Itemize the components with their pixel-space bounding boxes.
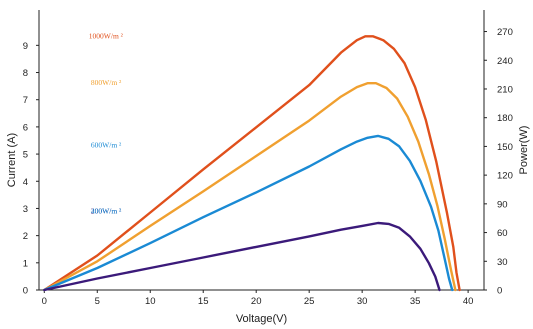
- right-y-axis-title: Power(W): [518, 126, 530, 175]
- left-y-tick-label: 2: [23, 231, 28, 242]
- left-y-axis-title: Current (A): [6, 133, 18, 187]
- left-y-tick-label: 3: [23, 204, 28, 215]
- series-label: 200W/m ²: [91, 206, 122, 215]
- series-label: 800W/m ²: [91, 78, 122, 87]
- left-y-tick-label: 0: [23, 286, 28, 297]
- series-lines: [43, 35, 461, 292]
- series-line: [43, 82, 457, 292]
- x-tick-label: 0: [42, 296, 47, 307]
- left-y-tick-label: 9: [23, 41, 28, 52]
- right-y-tick-label: 120: [497, 171, 513, 182]
- right-y-tick-label: 150: [497, 142, 513, 153]
- right-y-tick-label: 180: [497, 113, 513, 124]
- left-y-tick-label: 5: [23, 150, 28, 161]
- right-y-tick-label: 0: [497, 286, 502, 297]
- series-label: 400W/m ²: [91, 206, 122, 215]
- left-y-tick-label: 8: [23, 68, 28, 79]
- left-y-tick-label: 7: [23, 95, 28, 106]
- right-y-tick-label: 210: [497, 84, 513, 95]
- x-tick-label: 15: [198, 296, 209, 307]
- x-tick-label: 35: [410, 296, 421, 307]
- series-line: [43, 134, 454, 292]
- x-tick-label: 25: [304, 296, 315, 307]
- x-tick-label: 5: [95, 296, 100, 307]
- x-tick-label: 40: [463, 296, 474, 307]
- series-label: 600W/m ²: [91, 140, 122, 149]
- right-y-tick-label: 30: [497, 257, 508, 268]
- left-y-tick-label: 1: [23, 258, 28, 269]
- left-y-tick-label: 4: [23, 177, 28, 188]
- x-tick-label: 30: [357, 296, 368, 307]
- x-axis-title: Voltage(V): [236, 313, 287, 325]
- x-tick-label: 20: [251, 296, 262, 307]
- series-labels: 1000W/m ² 800W/m ² 600W/m ² 200W/m ²400W/m …: [89, 32, 124, 216]
- left-y-tick-label: 6: [23, 122, 28, 133]
- right-y-tick-label: 270: [497, 27, 513, 38]
- series-line: [43, 221, 441, 292]
- series-label: 1000W/m ²: [89, 32, 124, 41]
- axes: [38, 10, 485, 291]
- right-y-tick-label: 60: [497, 228, 508, 239]
- x-tick-label: 10: [145, 296, 156, 307]
- series-line: [43, 35, 461, 292]
- right-y-tick-label: 90: [497, 199, 508, 210]
- ticks: 0 5 10 15 20 25 30 35 40012345678903060901201501…: [23, 27, 513, 307]
- right-y-tick-label: 240: [497, 56, 513, 67]
